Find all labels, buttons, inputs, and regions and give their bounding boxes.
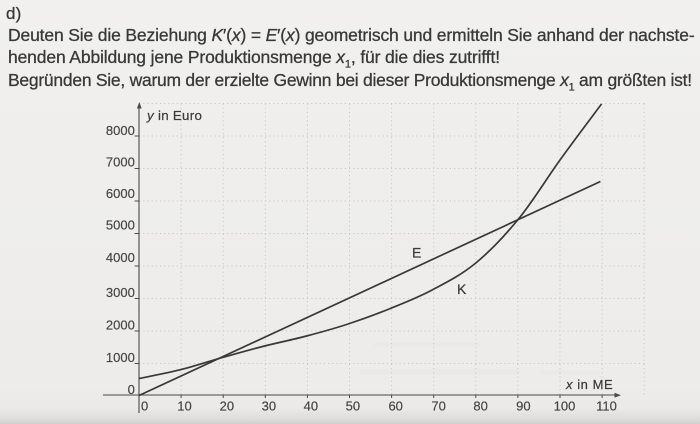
svg-text:100: 100 xyxy=(554,398,576,413)
svg-text:110: 110 xyxy=(596,398,617,413)
svg-text:7000: 7000 xyxy=(106,154,135,169)
svg-text:60: 60 xyxy=(388,398,402,413)
svg-text:90: 90 xyxy=(516,398,530,413)
svg-text:70: 70 xyxy=(431,398,445,413)
svg-text:10: 10 xyxy=(177,398,191,413)
svg-text:20: 20 xyxy=(220,398,234,413)
svg-text:50: 50 xyxy=(346,398,360,413)
svg-text:0: 0 xyxy=(141,398,148,413)
svg-text:80: 80 xyxy=(473,398,487,413)
svg-text:3000: 3000 xyxy=(106,285,135,300)
svg-text:K: K xyxy=(457,281,467,297)
svg-text:30: 30 xyxy=(262,398,276,413)
svg-text:1000: 1000 xyxy=(106,350,135,365)
svg-text:8000: 8000 xyxy=(106,123,135,138)
svg-text:y in Euro: y in Euro xyxy=(146,108,202,123)
svg-text:6000: 6000 xyxy=(106,186,135,201)
svg-text:x in ME: x in ME xyxy=(565,377,613,392)
svg-text:4000: 4000 xyxy=(106,250,135,265)
svg-text:5000: 5000 xyxy=(106,218,135,233)
svg-text:2000: 2000 xyxy=(106,318,135,333)
svg-text:E: E xyxy=(412,244,421,260)
svg-text:0: 0 xyxy=(128,382,135,397)
svg-text:40: 40 xyxy=(304,398,318,413)
